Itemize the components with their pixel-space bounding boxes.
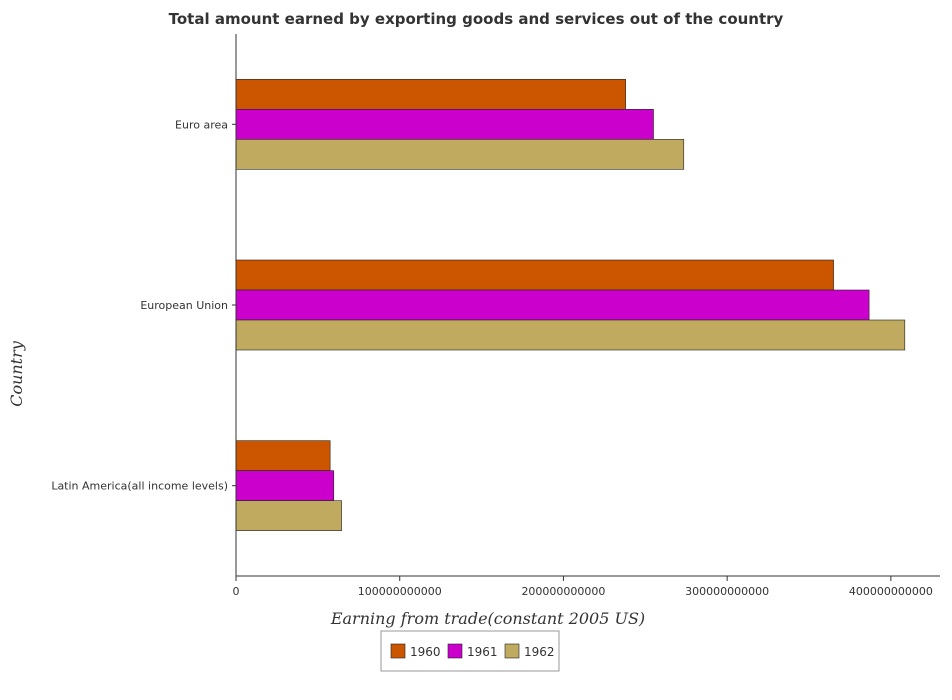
legend-label-1960: 1960 <box>410 645 441 659</box>
legend-label-1962: 1962 <box>524 645 555 659</box>
bar-latin-america-all-income-levels--1962 <box>235 500 342 531</box>
x-axis-label: Earning from trade(constant 2005 US) <box>330 609 645 628</box>
chart-title: Total amount earned by exporting goods a… <box>169 10 784 28</box>
bar-latin-america-all-income-levels--1961 <box>235 470 335 501</box>
bar-euro-area-1961 <box>235 109 654 140</box>
x-tick-label: 400000000000 <box>849 585 933 598</box>
legend-label-1961: 1961 <box>467 645 498 659</box>
bar-euro-area-1960 <box>235 79 626 110</box>
legend-swatch-1961 <box>447 643 463 659</box>
x-tick-label: 0 <box>233 585 240 598</box>
legend-swatch-1962 <box>504 643 520 659</box>
axes-layer: Euro area European Union Latin America(all… <box>51 34 940 598</box>
x-tick-label: 300000000000 <box>685 585 769 598</box>
bar-european-union-1960 <box>235 259 834 291</box>
y-tick-label: Euro area <box>175 118 228 131</box>
y-tick-label: European Union <box>140 299 228 312</box>
y-tick-label: Latin America(all income levels) <box>51 480 228 493</box>
legend-swatch-1960 <box>390 643 406 659</box>
x-tick-label: 200000000000 <box>521 585 605 598</box>
bars-layer <box>235 79 906 531</box>
x-tick-label: 100000000000 <box>358 585 442 598</box>
legend-box <box>380 630 560 672</box>
bar-european-union-1961 <box>235 289 870 321</box>
bar-latin-america-all-income-levels--1960 <box>235 440 331 471</box>
bar-european-union-1962 <box>235 319 906 351</box>
y-axis-label: Country <box>7 340 26 407</box>
legend: 1960 1961 1962 <box>380 630 560 672</box>
bar-euro-area-1962 <box>235 139 685 170</box>
